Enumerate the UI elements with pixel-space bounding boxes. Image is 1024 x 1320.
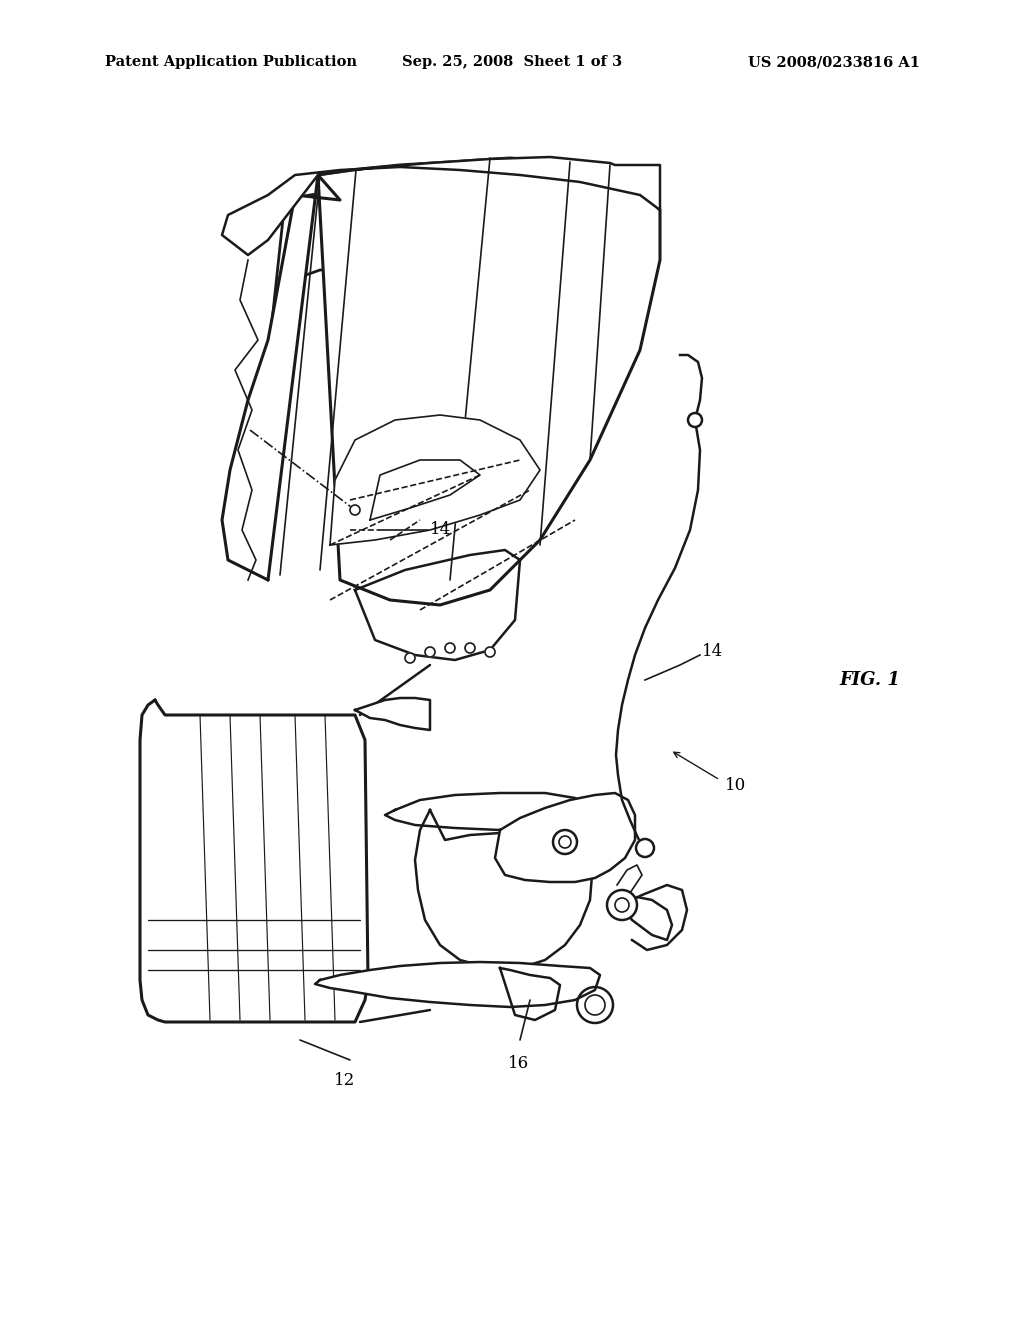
Circle shape — [577, 987, 613, 1023]
Text: 10: 10 — [725, 776, 746, 793]
Circle shape — [445, 643, 455, 653]
Polygon shape — [355, 550, 520, 660]
Circle shape — [350, 506, 360, 515]
Circle shape — [615, 898, 629, 912]
Circle shape — [559, 836, 571, 847]
Polygon shape — [370, 459, 480, 520]
Circle shape — [425, 647, 435, 657]
Circle shape — [485, 647, 495, 657]
Polygon shape — [315, 962, 600, 1007]
Circle shape — [688, 413, 702, 426]
Circle shape — [553, 830, 577, 854]
Text: 16: 16 — [508, 1055, 528, 1072]
Text: Patent Application Publication: Patent Application Publication — [105, 55, 357, 69]
Polygon shape — [222, 157, 660, 255]
Polygon shape — [355, 698, 430, 730]
Polygon shape — [495, 793, 635, 882]
Text: FIG. 1: FIG. 1 — [840, 671, 900, 689]
Text: 14: 14 — [702, 644, 723, 660]
Polygon shape — [318, 158, 660, 605]
Circle shape — [465, 643, 475, 653]
Circle shape — [607, 890, 637, 920]
Text: Sep. 25, 2008  Sheet 1 of 3: Sep. 25, 2008 Sheet 1 of 3 — [402, 55, 622, 69]
Polygon shape — [385, 793, 600, 832]
Polygon shape — [415, 810, 592, 968]
Text: 14: 14 — [430, 521, 452, 539]
Polygon shape — [330, 414, 540, 545]
Text: US 2008/0233816 A1: US 2008/0233816 A1 — [748, 55, 920, 69]
Circle shape — [585, 995, 605, 1015]
Polygon shape — [270, 165, 600, 341]
Circle shape — [406, 653, 415, 663]
Polygon shape — [140, 700, 368, 1022]
Polygon shape — [500, 968, 560, 1020]
Text: 12: 12 — [335, 1072, 355, 1089]
Polygon shape — [222, 176, 340, 579]
Circle shape — [636, 840, 654, 857]
